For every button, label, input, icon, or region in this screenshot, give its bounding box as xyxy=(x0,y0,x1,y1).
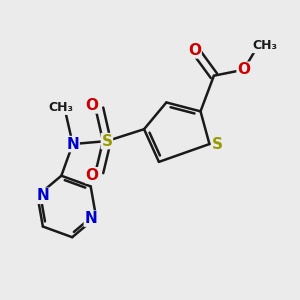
Text: S: S xyxy=(101,134,112,148)
Text: O: O xyxy=(237,62,250,77)
Text: N: N xyxy=(84,211,97,226)
Text: O: O xyxy=(188,43,201,58)
Text: N: N xyxy=(66,136,79,152)
Text: S: S xyxy=(212,136,223,152)
Text: O: O xyxy=(85,98,98,113)
Text: CH₃: CH₃ xyxy=(48,101,73,114)
Text: O: O xyxy=(85,168,98,183)
Text: CH₃: CH₃ xyxy=(252,40,277,52)
Text: N: N xyxy=(36,188,49,203)
